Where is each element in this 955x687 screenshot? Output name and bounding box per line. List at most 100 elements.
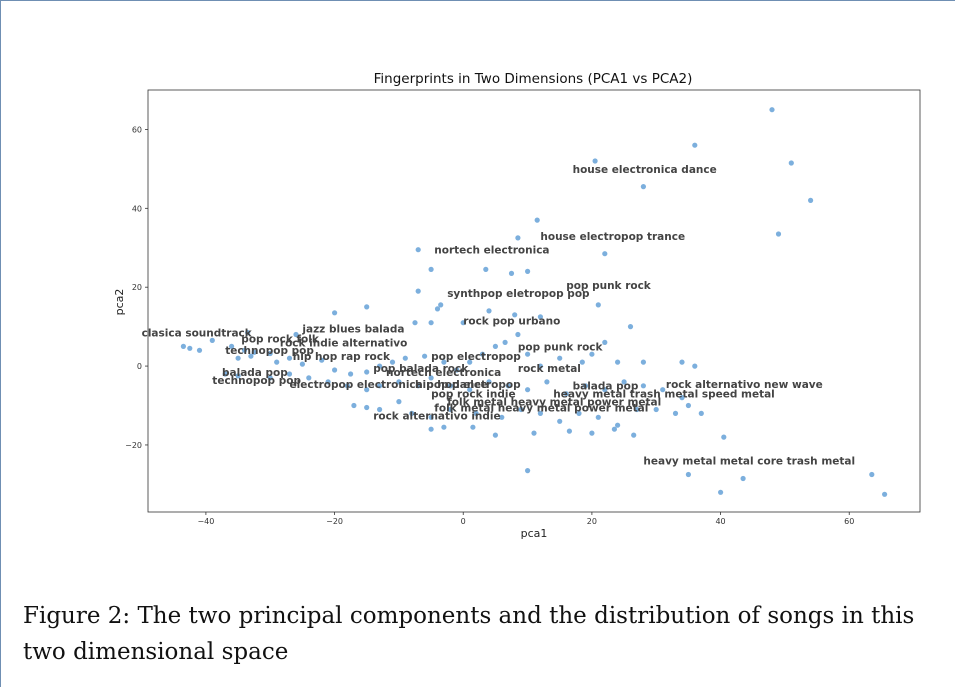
point-annotation: house electronica dance: [573, 164, 717, 176]
point-annotation: hip hop eletropop: [415, 379, 521, 391]
data-point: [396, 399, 402, 405]
point-annotation: heavy metal trash metal speed metal: [553, 389, 774, 401]
point-annotation: pop punk rock: [518, 341, 604, 353]
data-point: [685, 471, 692, 478]
data-point: [299, 361, 305, 367]
figure-caption: Figure 2: The two principal components a…: [23, 603, 915, 665]
data-point: [415, 383, 421, 389]
data-point: [679, 359, 685, 365]
data-point: [415, 247, 421, 253]
points-layer: [180, 107, 888, 497]
data-point: [537, 363, 544, 369]
data-point: [251, 349, 257, 355]
data-point: [267, 350, 273, 357]
data-point: [589, 351, 595, 357]
point-annotation: synthpop eletropop pop: [447, 288, 590, 300]
data-point: [505, 383, 511, 389]
data-point: [187, 345, 193, 351]
data-point: [544, 379, 550, 385]
data-point: [245, 330, 251, 336]
data-point: [512, 312, 518, 318]
data-point: [454, 367, 460, 373]
data-point: [515, 235, 521, 241]
point-annotation: pop electropop: [431, 351, 521, 363]
point-annotation: jazz blues balada: [301, 324, 404, 336]
data-point: [576, 410, 582, 416]
data-point: [869, 471, 875, 478]
data-point: [293, 331, 299, 338]
data-point: [325, 379, 331, 385]
data-point: [196, 347, 203, 353]
data-point: [660, 387, 666, 393]
data-point: [692, 363, 698, 369]
x-tick-label: −20: [326, 517, 343, 526]
data-point: [306, 375, 312, 381]
x-tick-label: 60: [844, 517, 854, 526]
data-point: [364, 369, 370, 375]
data-point: [479, 351, 486, 357]
data-point: [615, 359, 621, 365]
point-annotation: hip hop rap rock: [293, 351, 391, 363]
data-point: [582, 383, 589, 389]
data-point: [409, 410, 415, 416]
data-point: [653, 406, 659, 413]
data-point: [248, 353, 254, 359]
data-point: [589, 430, 595, 436]
x-tick-label: 0: [461, 517, 466, 526]
data-point: [422, 353, 428, 359]
data-point: [518, 406, 524, 413]
data-point: [377, 383, 383, 389]
data-point: [615, 422, 621, 428]
data-point: [563, 391, 569, 397]
data-point: [412, 320, 418, 326]
point-annotation: rock pop urbano: [463, 316, 560, 328]
data-point: [235, 355, 241, 361]
data-point: [672, 410, 679, 416]
data-point: [534, 217, 540, 223]
data-point: [721, 434, 727, 440]
data-point: [611, 426, 618, 432]
data-point: [229, 343, 235, 349]
data-point: [579, 359, 585, 365]
data-point: [441, 359, 447, 365]
data-point: [351, 402, 357, 409]
data-point: [718, 489, 724, 495]
data-point: [222, 371, 228, 377]
data-point: [499, 414, 505, 420]
data-point: [486, 308, 492, 314]
x-tick-label: −40: [197, 517, 214, 526]
data-point: [640, 383, 647, 389]
point-annotation: rock alternativo new wave: [666, 379, 823, 391]
data-point: [740, 475, 746, 482]
data-point: [344, 383, 350, 389]
data-point: [525, 351, 531, 357]
data-point: [631, 432, 637, 438]
point-annotation: rock indie alternativo: [280, 337, 407, 349]
scatter-chart: Fingerprints in Two Dimensions (PCA1 vs …: [113, 71, 921, 540]
data-point: [319, 357, 325, 363]
data-point: [364, 387, 370, 393]
data-point: [775, 231, 782, 237]
data-point: [415, 288, 421, 294]
data-point: [621, 379, 627, 385]
y-tick-label: 20: [132, 283, 142, 292]
data-point: [438, 302, 444, 308]
data-point: [698, 410, 704, 416]
data-point: [685, 402, 692, 409]
data-point: [486, 379, 492, 385]
data-point: [286, 371, 293, 377]
data-point: [473, 410, 479, 416]
data-point: [808, 197, 814, 203]
data-point: [235, 373, 241, 379]
data-point: [531, 430, 537, 436]
data-point: [679, 395, 685, 401]
data-point: [502, 339, 508, 345]
point-annotation: nortech electronica: [386, 367, 501, 379]
data-point: [788, 160, 794, 166]
x-tick-label: 20: [587, 517, 597, 526]
data-point: [447, 383, 453, 389]
point-annotation: technopop pop: [212, 375, 301, 387]
data-point: [434, 306, 441, 312]
data-point: [566, 428, 573, 434]
data-point: [467, 359, 473, 365]
